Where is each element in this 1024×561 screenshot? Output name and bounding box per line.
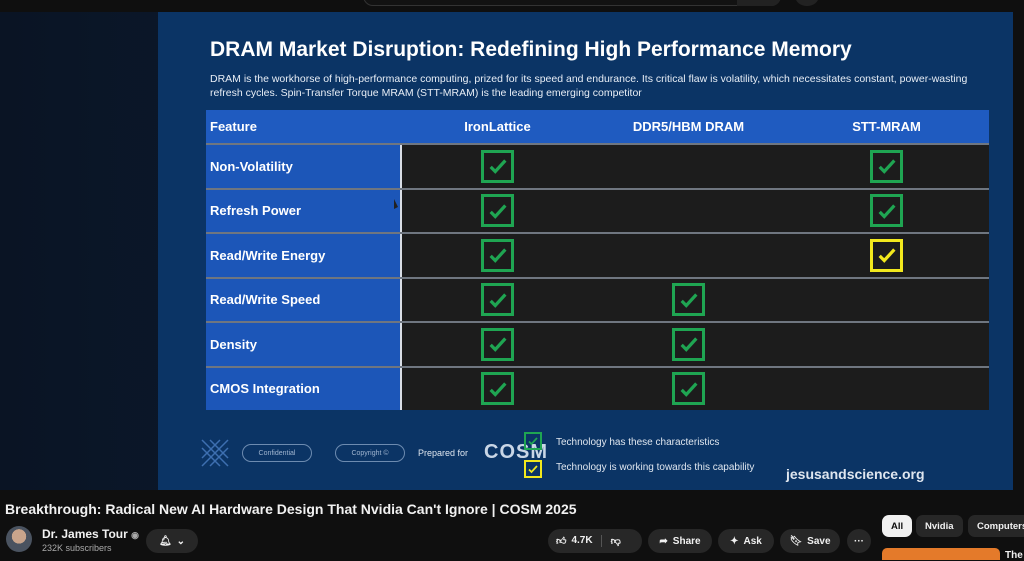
table-row: Read/Write Speed — [206, 276, 989, 321]
feature-cell: CMOS Integration — [206, 367, 402, 410]
channel-name[interactable]: Dr. James Tour ◉ — [42, 527, 139, 541]
notification-button[interactable]: 🔔︎ ⌄ — [146, 529, 198, 553]
yellow-check-icon — [870, 238, 903, 272]
header-feature: Feature — [210, 119, 257, 134]
table-row: CMOS Integration — [206, 365, 989, 410]
green-check-icon — [672, 327, 705, 361]
ask-label: Ask — [743, 535, 762, 547]
chip-computers[interactable]: Computers — [968, 515, 1024, 537]
value-cell — [784, 189, 989, 232]
thumbs-down-icon[interactable]: 👎︎ — [610, 536, 621, 547]
green-check-icon — [870, 149, 903, 183]
value-cell — [784, 323, 989, 366]
feature-cell: Refresh Power — [206, 189, 402, 232]
value-cell — [593, 323, 784, 366]
slide-description: DRAM is the workhorse of high-performanc… — [210, 73, 968, 99]
value-cell — [593, 367, 784, 410]
green-check-icon — [481, 372, 514, 406]
header-stt-mram: STT-MRAM — [852, 119, 921, 134]
value-cell — [402, 145, 593, 188]
recommended-video-thumbnail[interactable] — [882, 548, 1000, 560]
legend-green-text: Technology has these characteristics — [556, 437, 720, 448]
table-row: Non-Volatility — [206, 143, 989, 188]
green-check-icon — [672, 283, 705, 317]
recommended-video-title[interactable]: The — [1005, 550, 1023, 561]
table-header: Feature IronLattice DDR5/HBM DRAM STT-MR… — [206, 110, 989, 143]
save-button[interactable]: 🔖︎ Save — [780, 529, 840, 553]
green-check-icon — [481, 283, 514, 317]
comparison-table: Feature IronLattice DDR5/HBM DRAM STT-MR… — [206, 110, 989, 410]
chip-all[interactable]: All — [882, 515, 913, 537]
slide: DRAM Market Disruption: Redefining High … — [158, 12, 1013, 490]
copyright-label: Copyright © — [335, 444, 405, 462]
share-icon: ➦ — [659, 535, 668, 547]
green-check-icon — [672, 372, 705, 406]
feature-cell: Read/Write Speed — [206, 278, 402, 321]
value-cell — [593, 234, 784, 277]
verified-icon: ◉ — [131, 530, 140, 540]
ask-button[interactable]: ✦ Ask — [718, 529, 774, 553]
legend-yellow-check-icon — [524, 460, 542, 478]
table-row: Density — [206, 321, 989, 366]
feature-cell: Non-Volatility — [206, 145, 402, 188]
table-row: Read/Write Energy — [206, 232, 989, 277]
slide-title: DRAM Market Disruption: Redefining High … — [210, 38, 852, 61]
legend-yellow-text: Technology is working towards this capab… — [556, 462, 755, 473]
green-check-icon — [481, 327, 514, 361]
channel-name-text[interactable]: Dr. James Tour — [42, 527, 128, 541]
green-check-icon — [481, 194, 514, 228]
save-label: Save — [807, 535, 831, 547]
green-check-icon — [870, 194, 903, 228]
value-cell — [784, 234, 989, 277]
channel-avatar[interactable] — [6, 526, 32, 552]
chevron-down-icon: ⌄ — [176, 535, 186, 547]
header-ironlattice: IronLattice — [464, 119, 531, 134]
prepared-for: Prepared for — [418, 448, 469, 458]
search-input[interactable] — [363, 0, 781, 6]
green-check-icon — [481, 149, 514, 183]
video-title: Breakthrough: Radical New AI Hardware De… — [5, 501, 577, 517]
thumbs-up-icon: 👍︎ — [556, 536, 567, 547]
share-label: Share — [672, 535, 701, 547]
value-cell — [593, 189, 784, 232]
like-button[interactable]: 👍︎ 4.7K — [556, 535, 602, 547]
bookmark-icon: 🔖︎ — [789, 535, 803, 547]
value-cell — [402, 234, 593, 277]
value-cell — [784, 367, 989, 410]
value-cell — [784, 145, 989, 188]
green-check-icon — [481, 238, 514, 272]
header-dram: DDR5/HBM DRAM — [632, 119, 745, 134]
cosm-logo: COSM — [484, 441, 548, 463]
value-cell — [402, 323, 593, 366]
feature-cell: Density — [206, 323, 402, 366]
search-button[interactable] — [737, 0, 781, 6]
value-cell — [402, 278, 593, 321]
website-text: jesusandscience.org — [786, 466, 925, 482]
bell-icon: 🔔︎ — [158, 535, 172, 547]
confidential-label: Confidential — [242, 444, 312, 462]
slide-footer: Confidential Copyright © Prepared for CO… — [200, 432, 1000, 482]
value-cell — [784, 278, 989, 321]
table-row: Refresh Power — [206, 187, 989, 232]
more-icon: ··· — [854, 535, 864, 547]
subscriber-count: 232K subscribers — [42, 543, 112, 553]
like-dislike-group: 👍︎ 4.7K 👎︎ — [548, 529, 642, 553]
value-cell — [593, 145, 784, 188]
value-cell — [402, 367, 593, 410]
feature-cell: Read/Write Energy — [206, 234, 402, 277]
like-count: 4.7K — [571, 535, 593, 546]
value-cell — [402, 189, 593, 232]
chip-nvidia[interactable]: Nvidia — [916, 515, 963, 537]
lattice-logo-icon — [201, 439, 229, 467]
sparkle-icon: ✦ — [730, 535, 739, 547]
share-button[interactable]: ➦ Share — [648, 529, 712, 553]
mouse-cursor-icon — [394, 199, 398, 209]
more-actions-button[interactable]: ··· — [847, 529, 871, 553]
legend-green-check-icon — [524, 432, 542, 450]
top-bar — [0, 0, 1024, 12]
voice-search-button[interactable] — [795, 0, 819, 6]
value-cell — [593, 278, 784, 321]
